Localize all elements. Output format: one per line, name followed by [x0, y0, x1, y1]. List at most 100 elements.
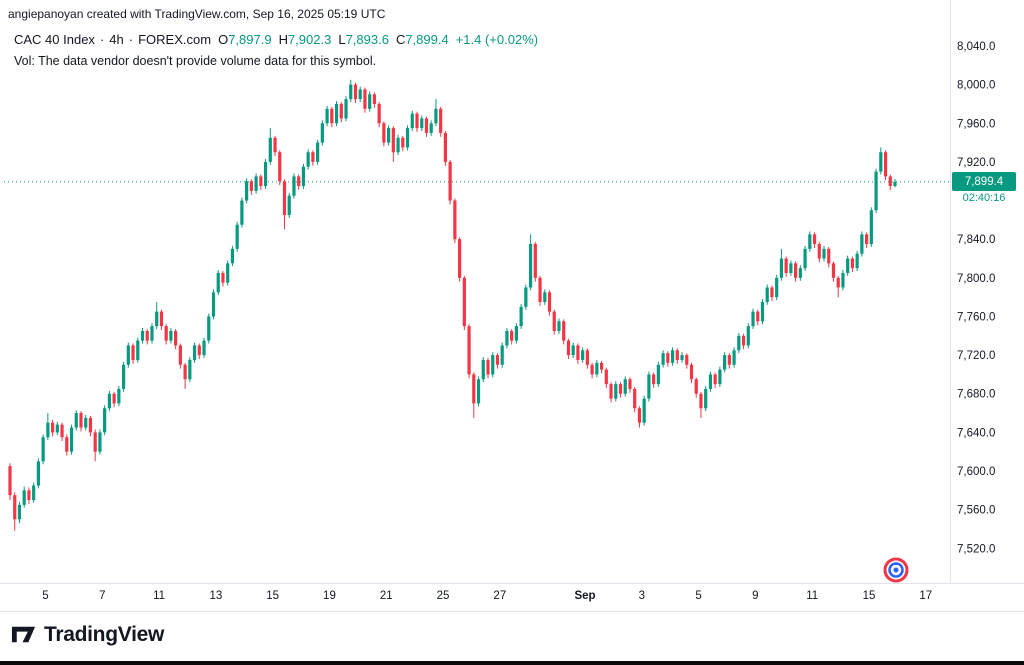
- low-value: L7,893.6: [338, 32, 389, 47]
- candle-body: [457, 239, 462, 278]
- candle-body: [98, 432, 102, 452]
- candle-body: [273, 137, 277, 153]
- candle-body: [13, 495, 17, 520]
- candle-body: [576, 345, 580, 360]
- candle-body: [533, 244, 537, 278]
- candle-body: [268, 137, 272, 162]
- footer-brand[interactable]: TradingView: [10, 621, 164, 648]
- candle-body: [481, 359, 485, 380]
- candle-body: [103, 408, 107, 433]
- candle-body: [259, 176, 263, 187]
- candle-body: [391, 128, 395, 153]
- candle-body: [699, 393, 703, 409]
- candle-body: [401, 137, 405, 148]
- candle-body: [860, 234, 864, 254]
- candle-body: [192, 345, 197, 360]
- exchange-label[interactable]: FOREX.com: [138, 32, 212, 47]
- candle-body: [112, 393, 116, 404]
- time-axis-label: 25: [437, 590, 450, 602]
- candle-body: [633, 388, 637, 409]
- marker-center-dot: [893, 567, 899, 573]
- candle-body: [689, 364, 694, 380]
- candle-body: [387, 128, 391, 143]
- candle-body: [718, 369, 722, 385]
- candle-body: [429, 123, 433, 133]
- event-marker-icon[interactable]: [881, 555, 911, 585]
- candle-body: [334, 103, 339, 124]
- candle-body: [27, 490, 31, 501]
- price-axis-label: 7,760.0: [957, 311, 995, 323]
- candle-body: [353, 84, 358, 100]
- candle-body: [812, 234, 817, 245]
- time-axis-label: 11: [153, 590, 165, 602]
- candle-body: [377, 103, 381, 124]
- interval-label[interactable]: 4h: [109, 32, 124, 47]
- candle-body: [439, 108, 443, 133]
- candlestick-chart[interactable]: 8,040.0 8,000.0 7,960.0 7,920.0 7,840.0 7,800…: [0, 0, 1024, 613]
- candle-body: [865, 234, 869, 245]
- candle-body: [784, 258, 788, 274]
- separator-dot: ·: [99, 32, 105, 47]
- candle-body: [254, 176, 258, 191]
- candle-body: [221, 273, 225, 283]
- current-price-value: 7,899.4: [964, 175, 1004, 188]
- candle-body: [803, 248, 807, 269]
- candle-body: [36, 461, 40, 486]
- candle-body: [325, 108, 329, 124]
- candle-body: [585, 350, 589, 365]
- candle-body: [211, 292, 216, 317]
- candle-body: [495, 355, 500, 365]
- candle-body: [117, 388, 121, 404]
- high-value: H7,902.3: [278, 32, 332, 47]
- symbol-title[interactable]: CAC 40 Index: [14, 32, 95, 47]
- candle-body: [675, 350, 679, 360]
- open-value: O7,897.9: [218, 32, 272, 47]
- candle-body: [69, 427, 74, 452]
- volume-note: Vol: The data vendor doesn't provide vol…: [14, 54, 377, 68]
- candle-body: [566, 340, 571, 356]
- candle-body: [344, 99, 348, 119]
- candle-body: [798, 268, 802, 278]
- candle-body: [855, 253, 859, 269]
- candle-body: [50, 422, 55, 433]
- candle-body: [311, 152, 315, 162]
- candle-body: [17, 504, 22, 520]
- candle-body: [751, 311, 755, 327]
- candle-body: [618, 384, 623, 394]
- candle-body: [794, 263, 798, 278]
- candle-body: [60, 424, 64, 438]
- candle-body: [486, 359, 490, 375]
- candle-body: [528, 244, 533, 288]
- candle-body: [505, 330, 509, 346]
- candle-body: [510, 330, 514, 341]
- time-axis-label: 3: [639, 590, 645, 602]
- candle-body: [415, 113, 419, 129]
- price-axis-label: 8,040.0: [957, 41, 995, 53]
- candles-layer[interactable]: [8, 79, 897, 531]
- candle-body: [301, 166, 306, 187]
- tradingview-logo-text: TradingView: [44, 622, 165, 646]
- candle-body: [543, 292, 547, 302]
- candle-body: [88, 417, 93, 433]
- candle-body: [183, 364, 187, 380]
- candle-body: [670, 350, 675, 363]
- candle-body: [661, 353, 665, 365]
- candle-body: [822, 248, 826, 259]
- candle-body: [704, 388, 708, 409]
- candle-body: [472, 374, 476, 404]
- price-axis-label: 7,920.0: [957, 157, 995, 169]
- candle-body: [230, 248, 235, 264]
- candle-body: [297, 176, 301, 187]
- candle-body: [666, 353, 670, 363]
- candle-body: [467, 326, 471, 375]
- candle-body: [604, 369, 608, 385]
- candle-body: [382, 123, 386, 143]
- candle-body: [287, 195, 291, 216]
- candle-body: [628, 379, 632, 389]
- candle-body: [770, 287, 774, 298]
- candle-body: [817, 244, 821, 259]
- candle-body: [727, 355, 731, 365]
- candle-body: [647, 374, 651, 399]
- candle-body: [462, 277, 466, 327]
- candle-body: [808, 234, 812, 249]
